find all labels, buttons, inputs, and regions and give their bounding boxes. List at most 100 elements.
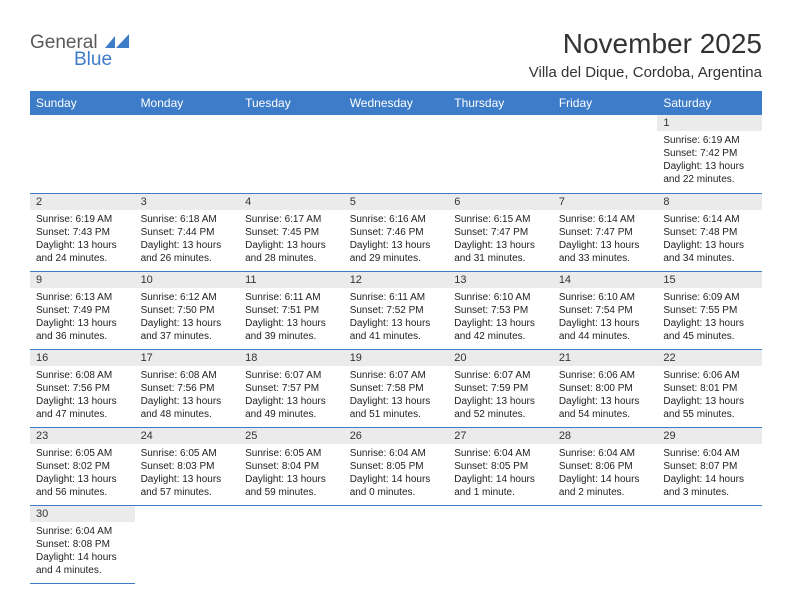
calendar-cell [135,115,240,193]
day-number: 23 [30,428,135,444]
calendar-cell: 19Sunrise: 6:07 AMSunset: 7:58 PMDayligh… [344,349,449,427]
day-details: Sunrise: 6:05 AMSunset: 8:03 PMDaylight:… [135,444,240,503]
day-details: Sunrise: 6:18 AMSunset: 7:44 PMDaylight:… [135,210,240,269]
calendar-cell: 16Sunrise: 6:08 AMSunset: 7:56 PMDayligh… [30,349,135,427]
day-details: Sunrise: 6:04 AMSunset: 8:06 PMDaylight:… [553,444,658,503]
day-number: 15 [657,272,762,288]
calendar-cell: 11Sunrise: 6:11 AMSunset: 7:51 PMDayligh… [239,271,344,349]
day-number: 9 [30,272,135,288]
calendar-cell: 22Sunrise: 6:06 AMSunset: 8:01 PMDayligh… [657,349,762,427]
day-number: 16 [30,350,135,366]
calendar-cell: 5Sunrise: 6:16 AMSunset: 7:46 PMDaylight… [344,193,449,271]
day-number: 2 [30,194,135,210]
calendar-cell: 8Sunrise: 6:14 AMSunset: 7:48 PMDaylight… [657,193,762,271]
calendar-cell: 18Sunrise: 6:07 AMSunset: 7:57 PMDayligh… [239,349,344,427]
day-details: Sunrise: 6:04 AMSunset: 8:08 PMDaylight:… [30,522,135,581]
calendar-cell [344,505,449,583]
calendar-cell: 13Sunrise: 6:10 AMSunset: 7:53 PMDayligh… [448,271,553,349]
calendar-row: 2Sunrise: 6:19 AMSunset: 7:43 PMDaylight… [30,193,762,271]
calendar-cell: 12Sunrise: 6:11 AMSunset: 7:52 PMDayligh… [344,271,449,349]
weekday-header: Sunday [30,91,135,115]
day-number: 7 [553,194,658,210]
calendar-cell: 1Sunrise: 6:19 AMSunset: 7:42 PMDaylight… [657,115,762,193]
day-number: 5 [344,194,449,210]
day-details: Sunrise: 6:11 AMSunset: 7:51 PMDaylight:… [239,288,344,347]
day-number: 19 [344,350,449,366]
day-number: 30 [30,506,135,522]
day-number: 3 [135,194,240,210]
day-details: Sunrise: 6:05 AMSunset: 8:04 PMDaylight:… [239,444,344,503]
day-number: 22 [657,350,762,366]
calendar-cell: 6Sunrise: 6:15 AMSunset: 7:47 PMDaylight… [448,193,553,271]
calendar-head: SundayMondayTuesdayWednesdayThursdayFrid… [30,91,762,115]
day-details: Sunrise: 6:11 AMSunset: 7:52 PMDaylight:… [344,288,449,347]
calendar-cell: 7Sunrise: 6:14 AMSunset: 7:47 PMDaylight… [553,193,658,271]
day-number: 25 [239,428,344,444]
day-number: 14 [553,272,658,288]
page-title: November 2025 [529,28,762,60]
day-number: 21 [553,350,658,366]
day-details: Sunrise: 6:14 AMSunset: 7:47 PMDaylight:… [553,210,658,269]
day-details: Sunrise: 6:13 AMSunset: 7:49 PMDaylight:… [30,288,135,347]
calendar-cell [344,115,449,193]
calendar-cell: 3Sunrise: 6:18 AMSunset: 7:44 PMDaylight… [135,193,240,271]
calendar-cell: 27Sunrise: 6:04 AMSunset: 8:05 PMDayligh… [448,427,553,505]
calendar-cell: 24Sunrise: 6:05 AMSunset: 8:03 PMDayligh… [135,427,240,505]
day-details: Sunrise: 6:19 AMSunset: 7:42 PMDaylight:… [657,131,762,190]
calendar-row: 23Sunrise: 6:05 AMSunset: 8:02 PMDayligh… [30,427,762,505]
day-details: Sunrise: 6:04 AMSunset: 8:07 PMDaylight:… [657,444,762,503]
day-number: 12 [344,272,449,288]
calendar-cell: 15Sunrise: 6:09 AMSunset: 7:55 PMDayligh… [657,271,762,349]
calendar-cell: 21Sunrise: 6:06 AMSunset: 8:00 PMDayligh… [553,349,658,427]
day-number: 1 [657,115,762,131]
day-number: 13 [448,272,553,288]
day-details: Sunrise: 6:17 AMSunset: 7:45 PMDaylight:… [239,210,344,269]
weekday-row: SundayMondayTuesdayWednesdayThursdayFrid… [30,91,762,115]
logo-text: General Blue [30,34,131,69]
day-details: Sunrise: 6:08 AMSunset: 7:56 PMDaylight:… [30,366,135,425]
day-details: Sunrise: 6:08 AMSunset: 7:56 PMDaylight:… [135,366,240,425]
location-subtitle: Villa del Dique, Cordoba, Argentina [529,64,762,81]
day-number: 8 [657,194,762,210]
calendar-cell: 2Sunrise: 6:19 AMSunset: 7:43 PMDaylight… [30,193,135,271]
day-details: Sunrise: 6:06 AMSunset: 8:01 PMDaylight:… [657,366,762,425]
title-block: November 2025 Villa del Dique, Cordoba, … [529,28,762,81]
calendar-cell: 26Sunrise: 6:04 AMSunset: 8:05 PMDayligh… [344,427,449,505]
day-number: 26 [344,428,449,444]
calendar-row: 16Sunrise: 6:08 AMSunset: 7:56 PMDayligh… [30,349,762,427]
calendar-body: 1Sunrise: 6:19 AMSunset: 7:42 PMDaylight… [30,115,762,583]
day-number: 27 [448,428,553,444]
calendar-cell [657,505,762,583]
day-details: Sunrise: 6:09 AMSunset: 7:55 PMDaylight:… [657,288,762,347]
weekday-header: Wednesday [344,91,449,115]
day-details: Sunrise: 6:07 AMSunset: 7:57 PMDaylight:… [239,366,344,425]
logo: General Blue [30,34,131,69]
day-number: 11 [239,272,344,288]
weekday-header: Friday [553,91,658,115]
day-number: 6 [448,194,553,210]
day-number: 28 [553,428,658,444]
day-details: Sunrise: 6:06 AMSunset: 8:00 PMDaylight:… [553,366,658,425]
weekday-header: Thursday [448,91,553,115]
header: General Blue November 2025 Villa del Diq… [30,28,762,81]
calendar-cell: 25Sunrise: 6:05 AMSunset: 8:04 PMDayligh… [239,427,344,505]
day-details: Sunrise: 6:15 AMSunset: 7:47 PMDaylight:… [448,210,553,269]
day-details: Sunrise: 6:10 AMSunset: 7:53 PMDaylight:… [448,288,553,347]
calendar-cell: 30Sunrise: 6:04 AMSunset: 8:08 PMDayligh… [30,505,135,583]
day-details: Sunrise: 6:04 AMSunset: 8:05 PMDaylight:… [448,444,553,503]
day-details: Sunrise: 6:10 AMSunset: 7:54 PMDaylight:… [553,288,658,347]
day-details: Sunrise: 6:16 AMSunset: 7:46 PMDaylight:… [344,210,449,269]
day-number: 18 [239,350,344,366]
calendar-cell: 17Sunrise: 6:08 AMSunset: 7:56 PMDayligh… [135,349,240,427]
calendar-cell [553,505,658,583]
calendar-cell [239,505,344,583]
calendar-cell: 14Sunrise: 6:10 AMSunset: 7:54 PMDayligh… [553,271,658,349]
calendar-cell [553,115,658,193]
day-number: 29 [657,428,762,444]
calendar-cell [30,115,135,193]
weekday-header: Monday [135,91,240,115]
weekday-header: Saturday [657,91,762,115]
day-number: 4 [239,194,344,210]
calendar-cell [448,115,553,193]
day-details: Sunrise: 6:07 AMSunset: 7:58 PMDaylight:… [344,366,449,425]
